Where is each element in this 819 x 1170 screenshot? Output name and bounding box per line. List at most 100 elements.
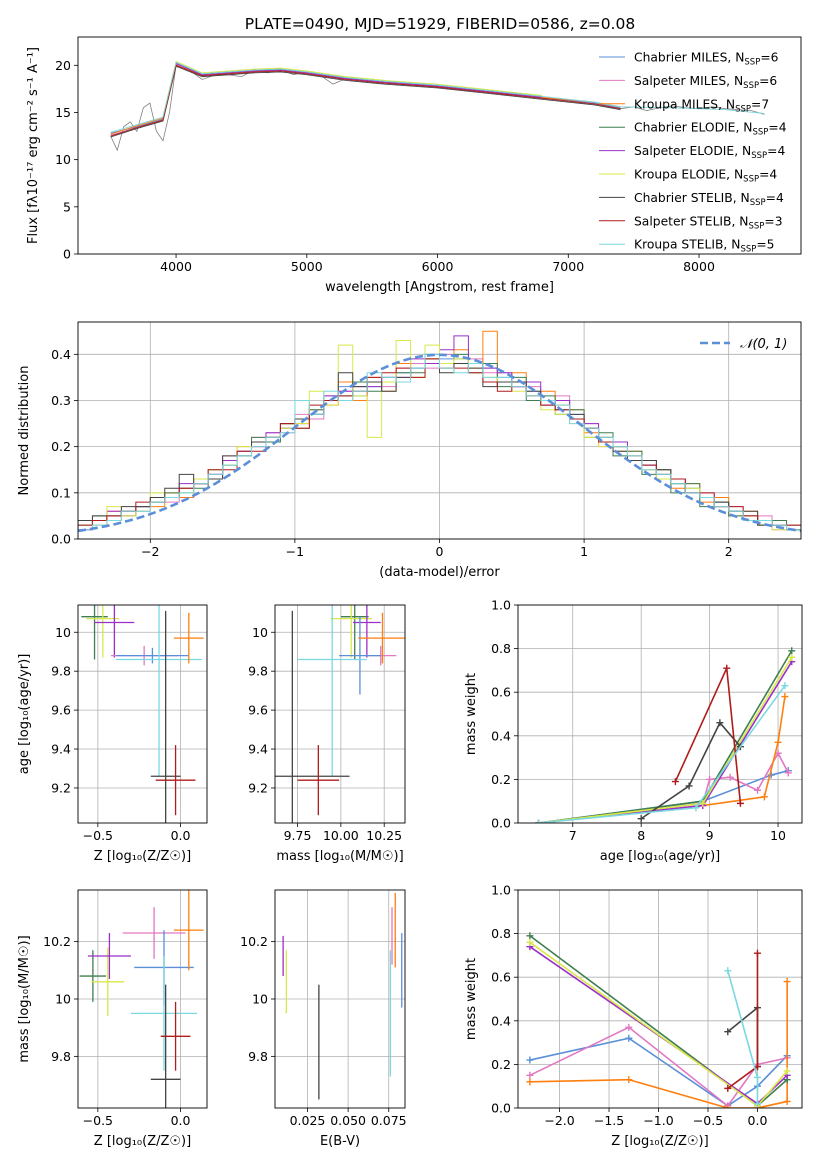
plus-marker — [637, 815, 645, 823]
plus-marker — [724, 1028, 732, 1036]
model-spectrum-line — [162, 60, 543, 117]
legend-entry: Kroupa ELODIE, NSSP=4 — [634, 168, 777, 185]
normal-reference-curve — [78, 353, 801, 533]
x-tick-label: −0.5 — [693, 1113, 723, 1128]
legend-entry: 𝒩(0, 1) — [740, 337, 787, 352]
x-axis-label: mass [log₁₀(M/M☉)] — [276, 849, 403, 864]
errorbar-point — [155, 745, 196, 816]
plot-area — [78, 890, 207, 1108]
legend-entry: Chabrier STELIB, NSSP=4 — [634, 191, 784, 208]
x-axis-label: Z [log₁₀(Z/Z☉)] — [94, 849, 191, 864]
y-tick-label: 10.2 — [43, 934, 71, 949]
x-axis-label: E(B-V) — [320, 1134, 360, 1149]
plus-marker — [754, 786, 762, 794]
y-tick-label: 9.8 — [248, 1049, 268, 1064]
y-tick-label: 5 — [63, 199, 71, 214]
x-tick-label: −1 — [286, 544, 304, 559]
plus-marker — [724, 1084, 732, 1092]
grid-lines — [78, 890, 207, 1108]
errorbar-point — [340, 605, 369, 660]
x-tick-label: 0.025 — [290, 1113, 326, 1128]
chart-mass-weight-vs-age: 7 8 9 10 0.0 0.2 0.4 0.6 0.8 1.0 age [log₁₀(age/yr… — [464, 598, 803, 864]
plot-area — [275, 605, 405, 823]
axes-frame — [274, 604, 406, 824]
y-tick-label: 9.6 — [51, 703, 71, 718]
plus-marker — [788, 647, 796, 655]
y-tick-label: 0 — [63, 247, 71, 262]
x-axis-label: Z [log₁₀(Z/Z☉)] — [611, 1134, 708, 1149]
model-spectrum-line — [110, 64, 621, 137]
errorbar-point — [173, 612, 204, 664]
y-tick-label: 10 — [55, 152, 71, 167]
plot-area — [78, 322, 801, 539]
y-tick-label: 1.0 — [491, 883, 511, 898]
errorbar-point — [339, 616, 381, 695]
y-tick-label: 1.0 — [491, 598, 511, 613]
x-axis-label: Z [log₁₀(Z/Z☉)] — [94, 1134, 191, 1149]
x-tick-label: −0.5 — [83, 1113, 113, 1128]
plus-marker — [625, 1034, 633, 1042]
y-tick-label: 10 — [252, 625, 268, 640]
errorbar-point — [116, 647, 189, 664]
plus-marker — [526, 938, 534, 946]
x-tick-label: 10 — [770, 828, 786, 843]
chart-residuals: −2 −1 0 1 2 0.0 0.1 0.2 0.3 0.4 (data-model)/error… — [17, 321, 802, 580]
y-tick-label: 0.2 — [51, 439, 71, 454]
x-tick-label: 0.0 — [748, 1113, 768, 1128]
legend-entry: Kroupa STELIB, NSSP=5 — [634, 238, 775, 255]
y-tick-label: 0.8 — [491, 926, 511, 941]
errorbar-point — [353, 605, 381, 658]
errorbar-point — [130, 955, 198, 1071]
plus-marker — [692, 804, 700, 812]
y-tick-label: 9.8 — [51, 664, 71, 679]
plus-marker — [526, 1078, 534, 1086]
model-spectrum-line — [110, 61, 765, 133]
y-axis-label: mass weight — [464, 673, 479, 755]
y-tick-label: 9.2 — [248, 780, 268, 795]
y-axis-label: mass weight — [464, 958, 479, 1040]
y-tick-label: 10 — [55, 992, 71, 1007]
y-tick-label: 20 — [55, 58, 71, 73]
x-tick-label: −0.5 — [83, 828, 113, 843]
chart-spectrum: 4000 5000 6000 7000 8000 0 5 10 15 20 wavelength [… — [26, 36, 802, 295]
plus-marker — [781, 682, 789, 690]
plus-marker — [774, 738, 782, 746]
y-tick-label: 15 — [55, 105, 71, 120]
legend-entry: Salpeter STELIB, NSSP=3 — [634, 214, 783, 231]
y-axis-label: Flux [fλ10⁻¹⁷ erg cm⁻² s⁻¹ A⁻¹] — [26, 47, 41, 244]
axes-frame — [77, 604, 208, 824]
x-axis-label: age [log₁₀(age/yr)] — [600, 849, 721, 864]
plus-marker — [699, 799, 707, 807]
plus-marker — [625, 1023, 633, 1031]
axes-frame — [77, 889, 208, 1109]
axes-frame — [517, 889, 803, 1109]
errorbar-point — [330, 605, 373, 658]
x-tick-label: −2 — [141, 544, 159, 559]
plus-marker — [783, 1067, 791, 1075]
x-tick-label: 6000 — [422, 259, 454, 274]
errorbar-point — [160, 1001, 191, 1071]
plot-area — [518, 890, 802, 1108]
x-axis-label: (data-model)/error — [379, 565, 500, 580]
chart-age-vs-Z: −0.5 0.0 9.2 9.4 9.6 9.8 10 Z [log₁₀(Z/Z☉)] age … — [17, 604, 208, 864]
x-tick-label: 4000 — [160, 259, 192, 274]
plus-marker — [760, 793, 768, 801]
y-tick-label: 0.0 — [51, 532, 71, 547]
x-tick-label: 0.0 — [171, 828, 191, 843]
y-tick-label: 0.2 — [491, 772, 511, 787]
x-tick-label: 8 — [637, 828, 645, 843]
x-tick-label: 7000 — [552, 259, 584, 274]
y-axis-label: Normed distribution — [17, 366, 32, 496]
grid-lines — [78, 605, 207, 823]
plus-marker — [685, 782, 693, 790]
plus-marker — [526, 1071, 534, 1079]
axes-frame — [77, 36, 802, 255]
x-tick-label: −2.0 — [544, 1113, 574, 1128]
axes-frame — [274, 889, 406, 1109]
y-tick-label: 9.8 — [248, 664, 268, 679]
plus-marker — [788, 653, 796, 661]
x-tick-label: 0.0 — [171, 1113, 191, 1128]
x-tick-label: 5000 — [291, 259, 323, 274]
axes-frame — [517, 604, 803, 824]
